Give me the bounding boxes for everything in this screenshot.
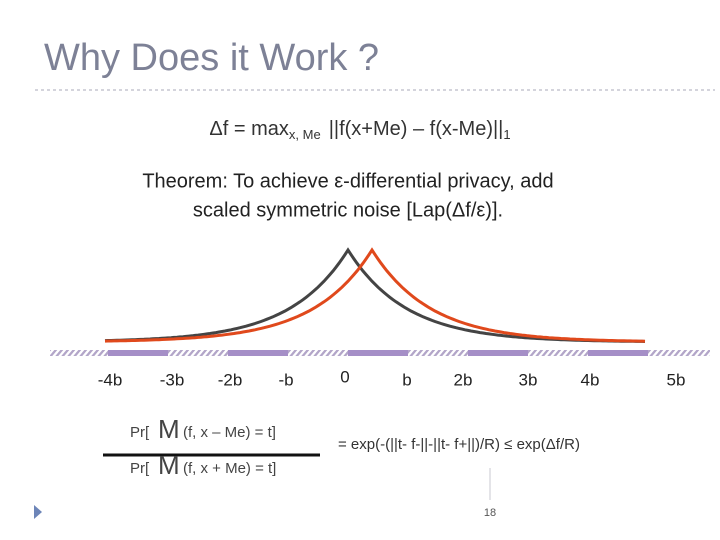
axis-labels: -4b -3b -2b -b 0 b 2b 3b 4b 5b bbox=[98, 367, 686, 389]
page-number: 18 bbox=[484, 507, 496, 519]
axis-label: 2b bbox=[454, 370, 473, 389]
axis-segments bbox=[108, 350, 648, 356]
axis-label: -b bbox=[278, 370, 293, 389]
axis-label: 3b bbox=[519, 370, 538, 389]
axis-label: -3b bbox=[160, 370, 185, 389]
slide-title: Why Does it Work ? bbox=[44, 37, 379, 79]
formula-norm-sub: 1 bbox=[503, 127, 510, 142]
nav-arrow bbox=[34, 505, 42, 519]
ratio-prefix: Pr[ bbox=[130, 424, 150, 441]
curve-gray bbox=[104, 247, 646, 343]
axis-label: 0 bbox=[340, 367, 349, 386]
ratio-mechanism: M bbox=[158, 450, 180, 480]
ratio-rest: (f, x + Me) = t] bbox=[183, 460, 276, 477]
formula-norm: ||f(x+Me) – f(x-Me)|| bbox=[329, 118, 504, 140]
formula-main: Δf = max bbox=[209, 118, 289, 140]
laplace-curves bbox=[104, 247, 646, 343]
formula-sub: x, Me bbox=[289, 127, 321, 142]
theorem-line: Theorem: To achieve ε-differential priva… bbox=[142, 170, 553, 192]
axis-label: 4b bbox=[581, 370, 600, 389]
ratio-prefix: Pr[ bbox=[130, 460, 150, 477]
ratio-result: = exp(-(||t- f-||-||t- f+||)/R) ≤ exp(Δf… bbox=[338, 436, 580, 453]
ratio-rest: (f, x – Me) = t] bbox=[183, 424, 276, 441]
axis-label: b bbox=[402, 370, 411, 389]
formula: Δf = maxx, Me ||f(x+Me) – f(x-Me)||1 bbox=[209, 118, 510, 142]
curve-orange bbox=[104, 247, 646, 343]
axis-label: -4b bbox=[98, 370, 123, 389]
ratio-mechanism: M bbox=[158, 414, 180, 444]
theorem-line: scaled symmetric noise [Lap(Δf/ε)]. bbox=[193, 199, 503, 221]
axis-label: -2b bbox=[218, 370, 243, 389]
axis-label: 5b bbox=[667, 370, 686, 389]
